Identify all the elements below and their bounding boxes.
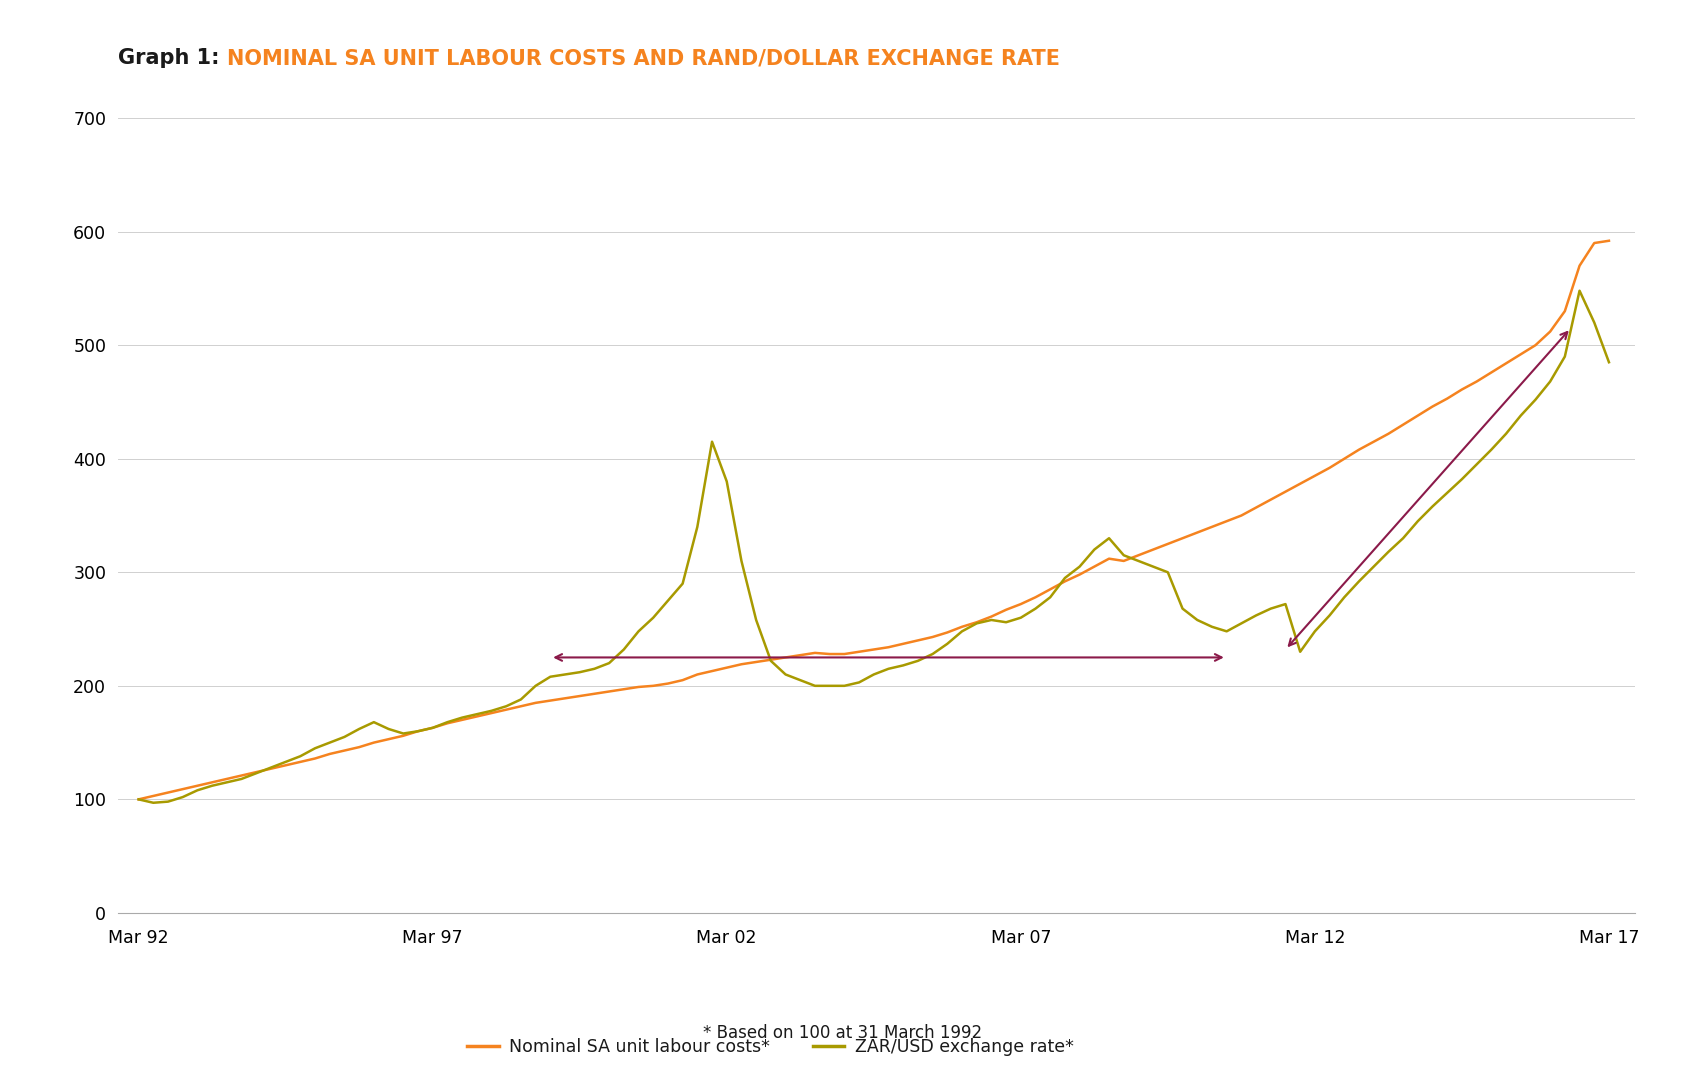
Legend: Nominal SA unit labour costs*, ZAR/USD exchange rate*: Nominal SA unit labour costs*, ZAR/USD e… xyxy=(460,1031,1081,1063)
Text: * Based on 100 at 31 March 1992: * Based on 100 at 31 March 1992 xyxy=(703,1024,983,1042)
Text: NOMINAL SA UNIT LABOUR COSTS AND RAND/DOLLAR EXCHANGE RATE: NOMINAL SA UNIT LABOUR COSTS AND RAND/DO… xyxy=(228,48,1060,69)
Text: Graph 1:: Graph 1: xyxy=(118,48,228,69)
